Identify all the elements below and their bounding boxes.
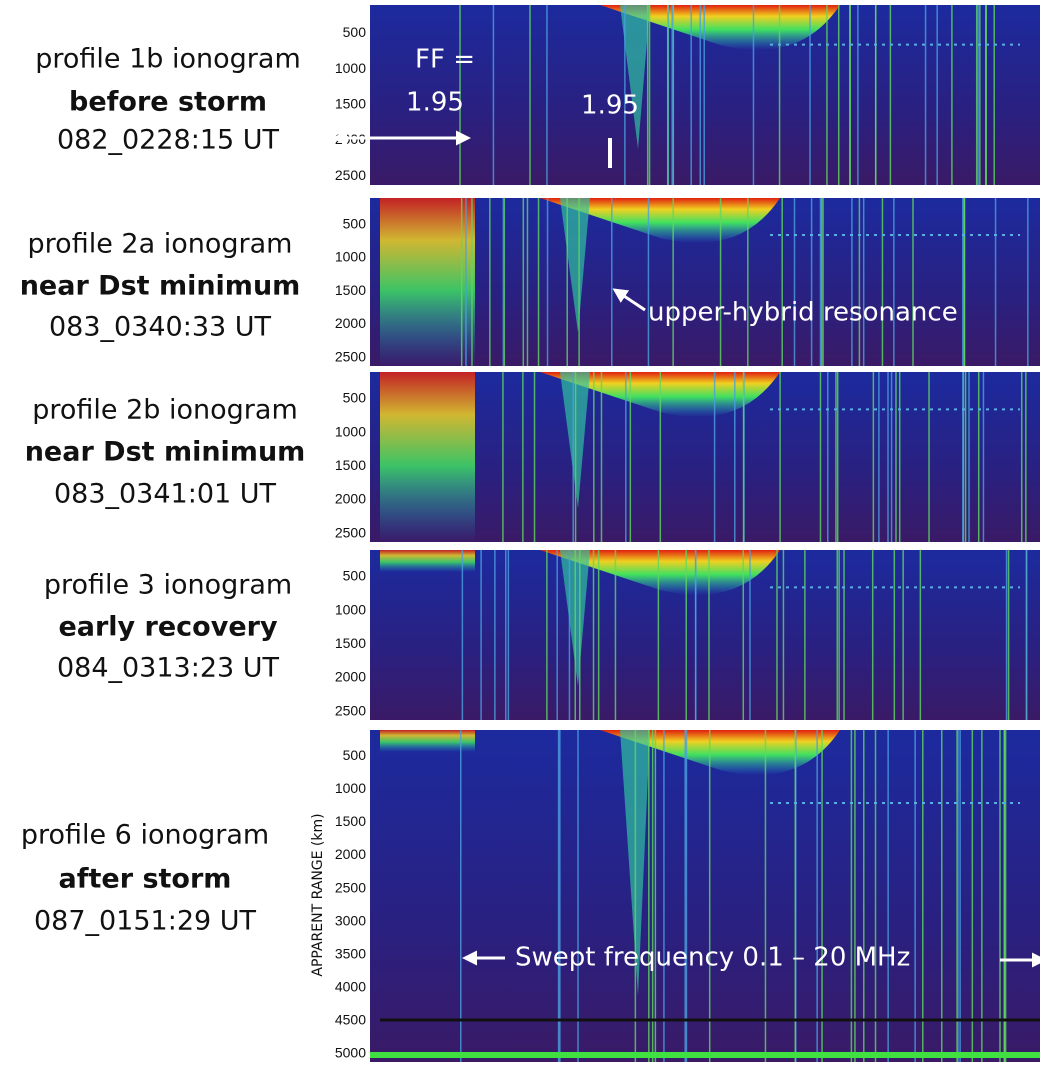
low-freq-noise	[380, 372, 475, 542]
y-tick-label: 2500	[335, 702, 366, 718]
y-tick-label: 2500	[335, 879, 366, 895]
y-tick-label: 5000	[335, 1044, 366, 1060]
y-tick-label: 2000	[335, 491, 366, 507]
annotation: FF =	[415, 45, 475, 75]
y-tick-label: 500	[343, 215, 367, 231]
y-tick-label: 1500	[335, 635, 366, 651]
y-tick-label: 1500	[335, 96, 366, 112]
low-freq-noise	[380, 550, 475, 572]
y-tick-label: 500	[343, 568, 367, 584]
y-tick-label: 1000	[335, 423, 366, 439]
y-tick-label: 1500	[335, 457, 366, 473]
annotation: Swept frequency 0.1 – 20 MHz	[515, 943, 910, 973]
annotation: 1.95	[406, 88, 464, 118]
panel-label: after storm	[59, 864, 232, 895]
y-tick-label: 2000	[335, 669, 366, 685]
echo-trace	[600, 730, 840, 775]
y-tick-label: 500	[343, 747, 367, 763]
y-tick-label: 2000	[335, 846, 366, 862]
panel-label: profile 1b ionogram	[35, 44, 301, 75]
y-tick-label: 2000	[335, 315, 366, 331]
panel-label: near Dst minimum	[25, 437, 306, 468]
y-tick-label: 2500	[335, 524, 366, 540]
panel-label: 082_0228:15 UT	[57, 125, 280, 156]
panel-label: near Dst minimum	[20, 271, 301, 302]
low-freq-noise	[380, 730, 475, 752]
y-tick-label: 1000	[335, 249, 366, 265]
panel-label: 084_0313:23 UT	[57, 653, 280, 684]
y-tick-label: 500	[343, 24, 367, 40]
y-tick-label: 1000	[335, 60, 366, 76]
panel-label: 083_0340:33 UT	[49, 312, 272, 343]
low-freq-noise	[380, 198, 475, 366]
panel-label: before storm	[69, 87, 267, 118]
y-tick-label: 1500	[335, 282, 366, 298]
axis-label: APPARENT RANGE (km)	[310, 813, 326, 976]
ionogram	[370, 730, 1040, 1062]
y-tick-label: 1500	[335, 813, 366, 829]
panel-label: profile 2a ionogram	[28, 229, 293, 260]
echo-tail	[620, 5, 650, 149]
panel-label: 083_0341:01 UT	[54, 479, 277, 510]
panel-label: profile 3 ionogram	[44, 570, 292, 601]
panel-label: profile 2b ionogram	[32, 395, 298, 426]
panel-label: 087_0151:29 UT	[34, 906, 257, 937]
arrow	[612, 288, 646, 312]
y-tick-label: 4500	[335, 1011, 366, 1027]
y-tick-label: 4000	[335, 978, 366, 994]
y-tick-label: 3500	[335, 945, 366, 961]
echo-trace	[540, 550, 780, 595]
panel-label: profile 6 ionogram	[21, 820, 269, 851]
y-tick-label: 2500	[335, 348, 366, 364]
y-tick-label: 2500	[335, 167, 366, 183]
y-tick-label: 500	[343, 390, 367, 406]
panel-label: early recovery	[58, 612, 278, 643]
annotation: 1.95	[581, 91, 639, 121]
y-tick-label: 1000	[335, 780, 366, 796]
y-tick-label: 1000	[335, 601, 366, 617]
y-tick-label: 3000	[335, 912, 366, 928]
annotation: upper-hybrid resonance	[648, 298, 958, 328]
